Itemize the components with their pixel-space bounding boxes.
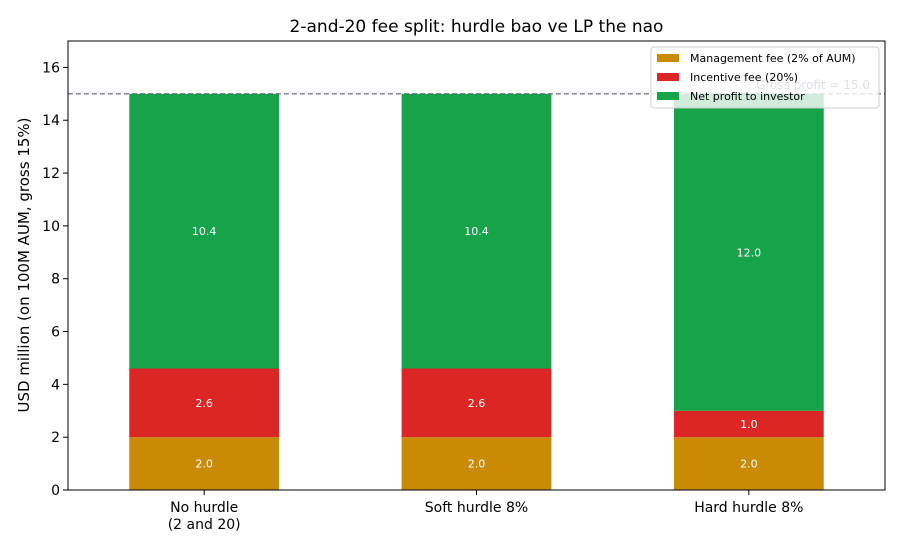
chart-title: 2-and-20 fee split: hurdle bao ve LP the… [290,17,664,37]
y-tick-label: 0 [51,483,60,499]
bar-segment [401,368,552,438]
y-tick-label: 8 [51,272,60,288]
data-label: 2.0 [468,458,486,471]
x-tick-label: (2 and 20) [168,517,241,533]
y-tick-label: 4 [51,377,60,393]
y-tick-label: 16 [42,60,60,76]
bar-segment [401,93,552,369]
bar-segment [129,368,280,438]
data-label: 1.0 [740,418,758,431]
bar-segment [673,410,824,438]
y-tick-label: 12 [42,166,60,182]
plot-area: 2.02.610.42.02.610.42.01.012.0Gross prof… [42,40,886,533]
y-axis-label: USD million (on 100M AUM, gross 15%) [15,117,33,412]
data-label: 2.6 [195,397,213,410]
data-label: 10.4 [192,225,217,238]
data-label: 2.0 [195,458,213,471]
y-tick-label: 6 [51,325,60,341]
x-tick-label: Hard hurdle 8% [694,500,803,516]
data-label: 2.6 [468,397,486,410]
bar-segment [673,437,824,490]
legend-swatch [657,73,679,81]
data-label: 10.4 [464,225,489,238]
legend-swatch [657,54,679,62]
legend-label: Net profit to investor [690,90,805,103]
legend-label: Incentive fee (20%) [690,71,798,84]
bar-segment [129,93,280,369]
x-tick-label: Soft hurdle 8% [425,500,528,516]
bar-segment [401,437,552,490]
bar-segment [673,93,824,411]
legend-box [650,46,880,109]
x-tick-label: No hurdle [170,500,238,516]
y-tick-label: 14 [42,113,60,129]
bar-segment [129,437,280,490]
legend-swatch [657,92,679,100]
legend-label: Management fee (2% of AUM) [690,52,856,65]
data-label: 2.0 [740,458,758,471]
y-tick-label: 10 [42,219,60,235]
data-label: 12.0 [737,246,762,259]
y-tick-label: 2 [51,430,60,446]
